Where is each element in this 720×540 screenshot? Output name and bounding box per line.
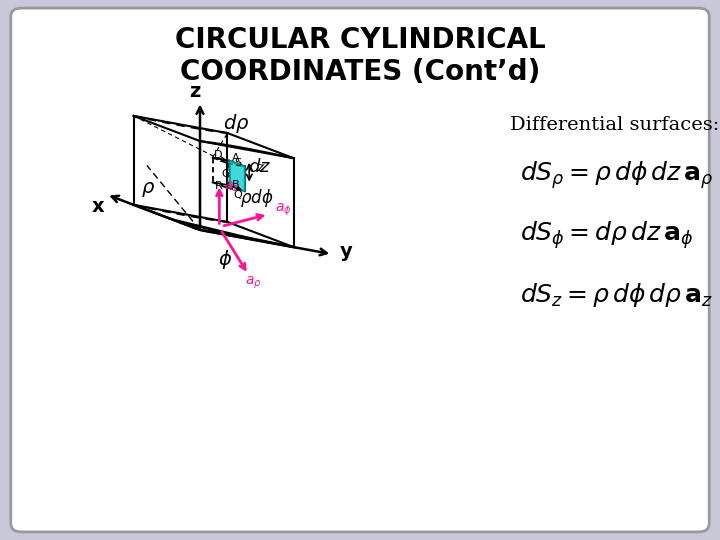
Text: $dS_{z} = \rho\,d\phi\,d\rho\,\mathbf{a}_{z}$: $dS_{z} = \rho\,d\phi\,d\rho\,\mathbf{a}…: [520, 281, 713, 309]
Text: y: y: [340, 242, 353, 261]
Text: $d\rho$: $d\rho$: [222, 112, 249, 135]
Text: B: B: [232, 180, 240, 191]
Text: CIRCULAR CYLINDRICAL: CIRCULAR CYLINDRICAL: [175, 26, 545, 54]
Text: Differential surfaces:: Differential surfaces:: [510, 116, 719, 134]
Text: COORDINATES (Cont’d): COORDINATES (Cont’d): [180, 58, 540, 86]
Text: x: x: [92, 197, 105, 216]
Text: $\rho d\phi$: $\rho d\phi$: [240, 187, 274, 210]
Text: z: z: [256, 161, 264, 175]
Text: C: C: [222, 170, 230, 179]
Text: D: D: [215, 150, 222, 160]
Text: $a_z$: $a_z$: [225, 179, 240, 194]
Text: Q: Q: [233, 190, 242, 200]
Text: S: S: [234, 158, 241, 168]
Polygon shape: [230, 161, 245, 191]
Text: $dS_{\rho} = \rho\,d\phi\,dz\,\mathbf{a}_{\rho}$: $dS_{\rho} = \rho\,d\phi\,dz\,\mathbf{a}…: [520, 159, 714, 191]
Text: A: A: [232, 153, 240, 163]
Text: $a_\rho$: $a_\rho$: [245, 274, 261, 291]
Text: $dS_{\phi} = d\rho\,dz\,\mathbf{a}_{\phi}$: $dS_{\phi} = d\rho\,dz\,\mathbf{a}_{\phi…: [520, 219, 693, 251]
Text: $dz$: $dz$: [248, 158, 271, 176]
Text: z: z: [189, 82, 201, 101]
Text: $\rho$: $\rho$: [141, 180, 156, 199]
Text: R: R: [215, 181, 222, 191]
Text: $\phi$: $\phi$: [218, 248, 232, 271]
Text: $a_\phi$: $a_\phi$: [275, 201, 292, 218]
